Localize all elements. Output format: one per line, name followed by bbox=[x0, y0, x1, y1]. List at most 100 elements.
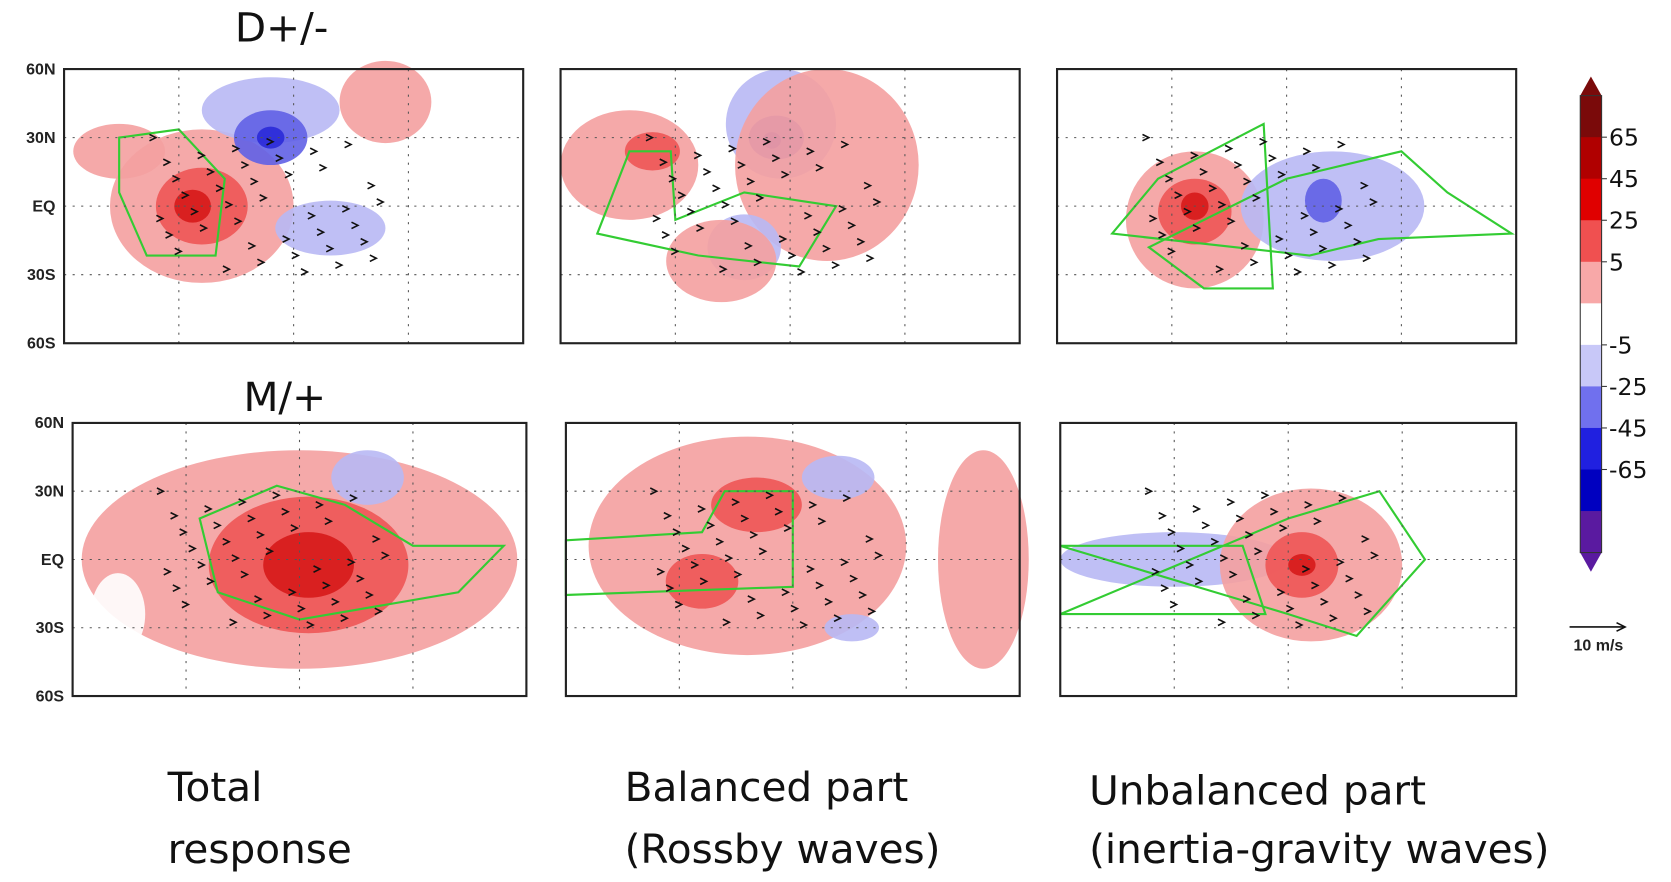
wind-vector bbox=[1142, 133, 1151, 142]
anomaly-shading bbox=[560, 110, 699, 220]
wind-vector bbox=[847, 221, 857, 230]
wind-vector bbox=[806, 147, 815, 156]
wind-vector bbox=[1277, 170, 1287, 179]
wind-vector bbox=[231, 554, 241, 563]
wind-vector bbox=[1259, 137, 1268, 146]
wind-vector bbox=[730, 217, 740, 226]
wind-vector bbox=[181, 600, 191, 609]
wind-vector bbox=[374, 607, 383, 616]
wind-vector bbox=[322, 581, 331, 590]
wind-vector bbox=[356, 574, 365, 583]
wind-vector bbox=[686, 207, 696, 216]
wind-vector bbox=[817, 517, 827, 526]
wind-vector bbox=[781, 170, 790, 179]
anomaly-shading bbox=[1288, 554, 1316, 576]
colorbar-segment bbox=[1580, 95, 1602, 138]
wind-vector bbox=[1304, 500, 1313, 509]
wind-vector bbox=[833, 614, 843, 623]
anomaly-shading bbox=[1304, 178, 1342, 223]
caption: response bbox=[168, 825, 352, 873]
wind-vector bbox=[1344, 221, 1353, 230]
wind-vector bbox=[1149, 214, 1158, 223]
wind-vector bbox=[1295, 621, 1304, 629]
wind-vector bbox=[712, 184, 721, 193]
caption: (inertia-gravity waves) bbox=[1089, 825, 1549, 873]
colorbar-label: -65 bbox=[1609, 456, 1647, 484]
wind-vector bbox=[163, 567, 172, 576]
wind-vector bbox=[1190, 151, 1199, 160]
wind-vector bbox=[1155, 158, 1165, 167]
wind-vector bbox=[1235, 514, 1245, 523]
wind-vector bbox=[865, 254, 875, 263]
wind-vector bbox=[824, 597, 834, 606]
wind-vector bbox=[1215, 265, 1225, 274]
wind-vector bbox=[721, 200, 730, 209]
wind-vector bbox=[1199, 167, 1209, 176]
wind-vector bbox=[1302, 147, 1312, 156]
colorbar-label: 25 bbox=[1609, 207, 1639, 235]
latitude-label: 30S bbox=[27, 267, 56, 284]
wind-vector bbox=[659, 158, 668, 167]
wind-vector bbox=[1353, 237, 1362, 246]
panel-frame bbox=[62, 68, 525, 345]
wind-vector bbox=[172, 584, 182, 593]
wind-vector bbox=[179, 528, 188, 537]
wind-vector bbox=[365, 591, 374, 599]
row-label: D+/- bbox=[235, 4, 329, 52]
latitude-label: 60N bbox=[35, 415, 64, 432]
wind-vector bbox=[174, 247, 183, 256]
caption: Balanced part bbox=[625, 763, 909, 811]
wind-vector bbox=[206, 167, 216, 176]
significance-contour bbox=[1059, 489, 1427, 638]
wind-vector bbox=[190, 207, 200, 216]
wind-vector bbox=[204, 505, 213, 513]
wind-vector bbox=[645, 133, 655, 142]
latitude-label: EQ bbox=[32, 198, 55, 215]
wind-vector bbox=[699, 577, 709, 586]
wind-vector bbox=[1369, 198, 1378, 206]
wind-vector bbox=[815, 163, 825, 172]
wind-vector bbox=[787, 251, 797, 260]
wind-vector bbox=[774, 507, 784, 516]
wind-vector bbox=[856, 237, 866, 246]
wind-vector bbox=[706, 521, 716, 530]
significance-contour bbox=[1110, 122, 1516, 290]
wind-vector bbox=[1183, 207, 1192, 216]
wind-vector bbox=[1144, 487, 1154, 496]
wind-vector bbox=[284, 170, 294, 179]
wind-vector bbox=[747, 595, 757, 603]
wind-vector bbox=[649, 487, 659, 496]
anomaly-shading bbox=[824, 614, 880, 642]
colorbar-segment bbox=[1580, 427, 1602, 471]
wind-vector bbox=[197, 151, 206, 160]
wind-vector bbox=[765, 491, 775, 500]
wind-vector bbox=[697, 505, 707, 513]
panel-frame bbox=[564, 421, 1021, 698]
caption: Unbalanced part bbox=[1089, 767, 1426, 815]
row-label: M/+ bbox=[243, 373, 326, 421]
wind-vector bbox=[1276, 588, 1286, 597]
wind-vector bbox=[740, 514, 750, 523]
map-panel bbox=[559, 68, 1021, 345]
map-panel bbox=[62, 60, 525, 345]
anomaly-shading bbox=[735, 69, 919, 261]
wind-vector bbox=[172, 174, 181, 183]
wind-vector bbox=[325, 244, 335, 253]
wind-vector bbox=[1242, 595, 1252, 603]
wind-vector bbox=[1251, 611, 1261, 620]
anomaly-shading bbox=[263, 532, 354, 598]
anomaly-shading bbox=[339, 60, 432, 144]
wind-vector bbox=[1201, 521, 1211, 530]
wind-vector bbox=[1174, 191, 1183, 200]
wind-vector bbox=[231, 144, 241, 153]
wind-vector bbox=[1354, 591, 1363, 599]
map-panel bbox=[71, 421, 528, 698]
colorbar-label: -5 bbox=[1609, 331, 1632, 359]
colorbar-label: 45 bbox=[1609, 165, 1639, 193]
latitude-label: 60N bbox=[26, 61, 55, 78]
wind-vector bbox=[254, 595, 263, 603]
wind-vector bbox=[238, 498, 247, 507]
colorbar-arrow bbox=[1580, 76, 1602, 96]
wind-vector bbox=[665, 584, 675, 593]
wind-vector bbox=[840, 140, 850, 149]
